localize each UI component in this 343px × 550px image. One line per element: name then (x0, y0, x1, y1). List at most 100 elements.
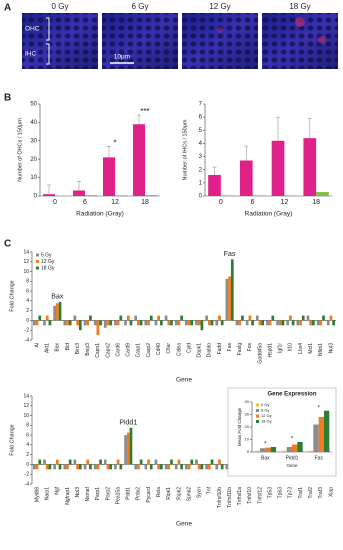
bar (63, 464, 67, 470)
y-axis-label: Mean Fold Change (237, 407, 242, 446)
bar (86, 320, 90, 326)
micrographs: 0 Gy 6 Gy 12 Gy 18 Gy OHC IHC 10μm (22, 2, 338, 69)
panel-label: A (4, 3, 11, 14)
bar (66, 464, 69, 470)
y-tick-label: 8 (26, 279, 29, 285)
bar (137, 464, 140, 470)
x-tick-label: Cyld (186, 343, 192, 353)
x-tick-label: Card6 (115, 343, 121, 357)
legend-label: 12 Gy (41, 259, 55, 265)
bar (144, 320, 148, 326)
y-tick-label: 0 (26, 462, 29, 468)
x-tick-label: Casp2 (146, 343, 152, 358)
y-tick-label: 0 (34, 194, 38, 200)
x-tick-label: 6 (83, 199, 87, 206)
x-tick-label: Cd40 (156, 343, 162, 355)
bar (313, 424, 319, 452)
bar (53, 305, 56, 321)
bar (271, 140, 285, 196)
bar (258, 320, 262, 326)
y-tick-label: 8 (26, 423, 29, 429)
x-axis-label: Gene (176, 377, 192, 384)
bar (220, 195, 234, 196)
bar (230, 259, 234, 321)
y-tick-label: 1 (199, 180, 203, 186)
legend-label: 12 Gy (261, 413, 272, 418)
x-tick-label: Prdx2 (136, 487, 142, 500)
bar (170, 320, 173, 326)
y-tick-label: 0 (199, 194, 203, 200)
bar (245, 320, 249, 326)
error-bar (212, 166, 217, 175)
y-tick-label: 14 (23, 249, 29, 255)
significance: *** (140, 107, 149, 116)
bar (324, 410, 330, 452)
bar (207, 464, 211, 470)
y-tick-label: -4 (25, 337, 30, 343)
legend-label: 6 Gy (261, 408, 269, 413)
x-tick-label: Tnfsf10 (247, 487, 253, 504)
x-tick-label: Myd88 (34, 487, 40, 502)
bar (306, 315, 310, 321)
x-tick-label: Tnf (207, 486, 213, 494)
bar (33, 464, 36, 470)
x-tick-label: Xiap (328, 487, 334, 497)
x-tick-label: 18 (141, 199, 149, 206)
bar (154, 459, 158, 465)
bar (319, 320, 323, 326)
error-bar (307, 118, 312, 139)
y-axis-label: Number of IHCs / 150μm (182, 119, 188, 180)
micrograph-texture (182, 13, 258, 69)
bar (270, 447, 276, 452)
bar (238, 320, 242, 326)
red-spot (318, 36, 326, 44)
bar (38, 315, 42, 321)
error-bar (77, 180, 81, 191)
bar (106, 320, 110, 326)
image-label: 12 Gy (209, 2, 230, 11)
red-spot (295, 17, 305, 27)
x-tick-label: Igf1r (278, 343, 284, 353)
bar (286, 447, 292, 452)
bar (207, 320, 211, 326)
x-tick-label: Tnfsf12 (257, 487, 263, 504)
x-tick-label: Tnfrsf1a (237, 487, 243, 506)
bar (99, 320, 102, 326)
bar (126, 432, 130, 465)
bar (252, 195, 266, 196)
scale-label: 10μm (114, 54, 130, 61)
bar (134, 315, 138, 321)
bar (197, 464, 201, 470)
bar (200, 320, 204, 331)
legend-swatch (256, 403, 259, 407)
x-tick-label: Traf1 (298, 487, 304, 499)
x-tick-label: Pea15a (115, 487, 121, 504)
x-tick-label: 12 (111, 199, 119, 206)
legend-swatch (256, 414, 259, 418)
x-tick-label: Tp53 (267, 487, 273, 499)
y-axis-label: Fold Change (9, 280, 15, 312)
bar (205, 464, 208, 470)
y-tick-label: 10 (23, 413, 29, 419)
y-tick-label: 40 (30, 120, 37, 126)
legend-label: 18 Gy (41, 265, 55, 271)
bar (210, 459, 214, 465)
significance: * (317, 405, 320, 411)
error-bar (244, 145, 249, 161)
bar (73, 315, 77, 321)
bar (83, 320, 87, 326)
x-tick-label: Birc3 (75, 343, 81, 355)
x-tick-label: Nsmaf (85, 486, 91, 501)
y-tick-label: 0 (247, 449, 250, 454)
panel-label: B (4, 93, 11, 104)
y-tick-label: 50 (30, 102, 37, 108)
y-tick-label: 5 (199, 128, 203, 134)
red-spot (217, 27, 223, 33)
x-tick-label: Il10 (288, 343, 294, 351)
y-tick-label: 0 (26, 318, 29, 324)
significance: * (291, 437, 294, 443)
bar (308, 450, 314, 452)
x-tick-label: Nfkb1 (318, 343, 324, 356)
bar (109, 464, 113, 470)
x-axis-label: Gene (176, 521, 192, 528)
